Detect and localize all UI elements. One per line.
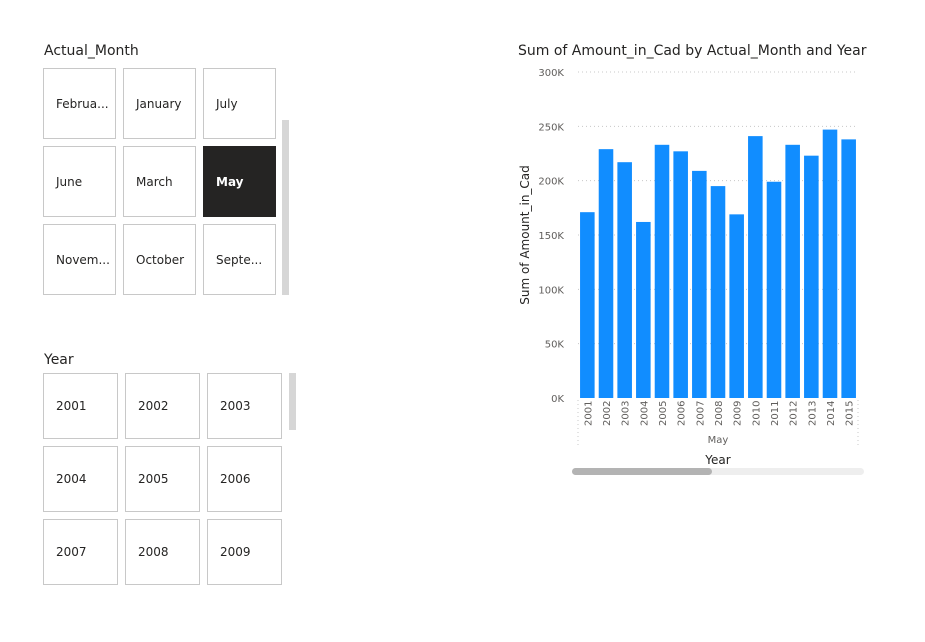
x-tick-label: 2014 xyxy=(826,401,837,426)
y-tick-label: 250K xyxy=(538,122,564,133)
bar xyxy=(617,162,632,398)
year-slicer-scrollbar[interactable] xyxy=(289,373,296,430)
x-tick-label: 2010 xyxy=(751,401,762,426)
y-tick-label: 150K xyxy=(538,231,564,242)
bar xyxy=(654,144,670,398)
bar xyxy=(710,186,726,398)
bar xyxy=(580,212,595,398)
bar xyxy=(598,149,614,398)
bar xyxy=(804,155,819,398)
month-slicer-scrollbar[interactable] xyxy=(282,120,289,295)
x-tick-label: 2001 xyxy=(583,401,594,426)
x-tick-label: 2002 xyxy=(602,401,613,426)
month-slicer-tile[interactable]: July xyxy=(203,68,276,139)
bar-chart: 0K 50K 100K 150K 200K 250K 300K 2001 2002 2003 200… xyxy=(518,68,859,467)
bar xyxy=(766,181,782,398)
bar xyxy=(748,136,763,398)
year-slicer-tile[interactable]: 2004 xyxy=(43,446,118,512)
chart-title: Sum of Amount_in_Cad by Actual_Month and… xyxy=(518,43,867,59)
bar xyxy=(673,151,688,398)
x-tick-label: 2004 xyxy=(639,401,650,426)
y-axis-title: Sum of Amount_in_Cad xyxy=(518,165,532,305)
x-tick-label: 2012 xyxy=(789,401,800,426)
year-slicer-tile[interactable]: 2008 xyxy=(125,519,200,585)
bar xyxy=(692,170,707,398)
x-group-label: May xyxy=(708,435,729,446)
x-tick-label: 2015 xyxy=(845,401,856,426)
x-tick-label: 2011 xyxy=(770,401,781,426)
x-tick-label: 2007 xyxy=(695,401,706,426)
x-tick-label: 2009 xyxy=(733,401,744,426)
month-slicer-tile[interactable]: January xyxy=(123,68,196,139)
month-slicer-tile[interactable]: Februa... xyxy=(43,68,116,139)
year-slicer-tile[interactable]: 2007 xyxy=(43,519,118,585)
year-slicer-tile[interactable]: 2001 xyxy=(43,373,118,439)
bar xyxy=(636,221,651,398)
bar xyxy=(822,129,838,398)
y-tick-label: 0K xyxy=(551,394,564,405)
month-slicer-tile[interactable]: March xyxy=(123,146,196,217)
x-tick-label: 2005 xyxy=(658,401,669,426)
y-tick-label: 50K xyxy=(545,340,565,351)
year-slicer-tile[interactable]: 2003 xyxy=(207,373,282,439)
x-tick-label: 2003 xyxy=(621,401,632,426)
month-slicer-tile[interactable]: Novem... xyxy=(43,224,116,295)
y-tick-label: 200K xyxy=(538,177,564,188)
x-tick-label: 2008 xyxy=(714,401,725,426)
year-slicer-title: Year xyxy=(44,352,74,368)
year-slicer-tile[interactable]: 2005 xyxy=(125,446,200,512)
y-tick-label: 300K xyxy=(538,68,564,79)
chart-scrollbar-thumb[interactable] xyxy=(572,468,712,475)
month-slicer-tile[interactable]: June xyxy=(43,146,116,217)
chart-scrollbar-track[interactable] xyxy=(572,468,864,475)
year-slicer-tile[interactable]: 2009 xyxy=(207,519,282,585)
y-tick-label: 100K xyxy=(538,285,564,296)
x-tick-label: 2006 xyxy=(677,401,688,426)
bar xyxy=(729,214,744,398)
x-axis-title: Year xyxy=(704,453,730,467)
bar xyxy=(785,144,800,398)
month-slicer-tile[interactable]: Septe... xyxy=(203,224,276,295)
month-slicer-title: Actual_Month xyxy=(44,43,139,59)
year-slicer-tile[interactable]: 2006 xyxy=(207,446,282,512)
x-tick-label: 2013 xyxy=(807,401,818,426)
bar xyxy=(841,139,856,398)
month-slicer-tile[interactable]: May xyxy=(203,146,276,217)
year-slicer-tile[interactable]: 2002 xyxy=(125,373,200,439)
month-slicer-tile[interactable]: October xyxy=(123,224,196,295)
